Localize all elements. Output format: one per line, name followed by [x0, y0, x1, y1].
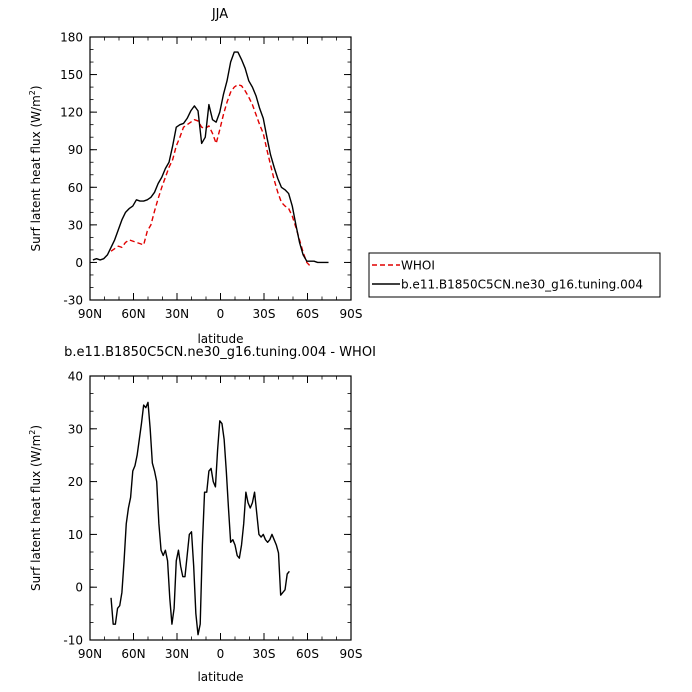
x-tick-label: 30N: [165, 647, 189, 661]
x-axis-label: latitude: [197, 332, 243, 346]
y-axis-label: Surf latent heat flux (W/m2): [28, 85, 43, 251]
y-tick-label: 120: [60, 106, 83, 120]
x-tick-label: 30N: [165, 307, 189, 321]
x-tick-label: 0: [217, 307, 225, 321]
x-tick-label: 90S: [340, 307, 363, 321]
bottom-panel: b.e11.B1850C5CN.ne30_g16.tuning.004 - WH…: [28, 345, 376, 684]
series-line-0: [110, 401, 290, 636]
y-tick-label: 0: [75, 256, 83, 270]
legend-label-whoi: WHOI: [401, 259, 435, 273]
y-axis-label: Surf latent heat flux (W/m2): [28, 425, 43, 591]
legend-label-model: b.e11.B1850C5CN.ne30_g16.tuning.004: [401, 278, 643, 292]
y-tick-label: 60: [68, 181, 83, 195]
y-tick-label: 20: [68, 475, 83, 489]
y-tick-label: 30: [68, 218, 83, 232]
legend-box: [368, 252, 661, 298]
y-tick-label: -10: [63, 634, 83, 648]
x-tick-label: 60N: [121, 647, 145, 661]
series-line-1: [92, 51, 329, 264]
legend: WHOI b.e11.B1850C5CN.ne30_g16.tuning.004: [368, 252, 661, 298]
x-tick-label: 30S: [253, 307, 276, 321]
y-tick-label: 180: [60, 31, 83, 45]
top-panel: JJA 90N 60N 30N 0 30S 60S 90S -30 0 30 60 90 120 150 18…: [28, 7, 362, 346]
y-tick-label: 150: [60, 68, 83, 82]
y-tick-label: 0: [75, 581, 83, 595]
y-tick-label: 90: [68, 143, 83, 157]
y-tick-label: 40: [68, 370, 83, 384]
x-tick-label: 30S: [253, 647, 276, 661]
x-tick-label: 60S: [296, 647, 319, 661]
x-tick-label: 90S: [340, 647, 363, 661]
plot-frame: [89, 375, 352, 641]
y-tick-label: 30: [68, 422, 83, 436]
x-tick-label: 60N: [121, 307, 145, 321]
x-tick-label: 60S: [296, 307, 319, 321]
series-line-0: [110, 83, 311, 267]
x-tick-label: 90N: [78, 307, 102, 321]
x-tick-label: 0: [217, 647, 225, 661]
y-tick-label: 10: [68, 528, 83, 542]
chart-title: JJA: [211, 7, 228, 22]
x-tick-label: 90N: [78, 647, 102, 661]
y-tick-label: -30: [63, 294, 83, 308]
chart-title: b.e11.B1850C5CN.ne30_g16.tuning.004 - WH…: [64, 345, 376, 360]
x-axis-label: latitude: [197, 670, 243, 684]
